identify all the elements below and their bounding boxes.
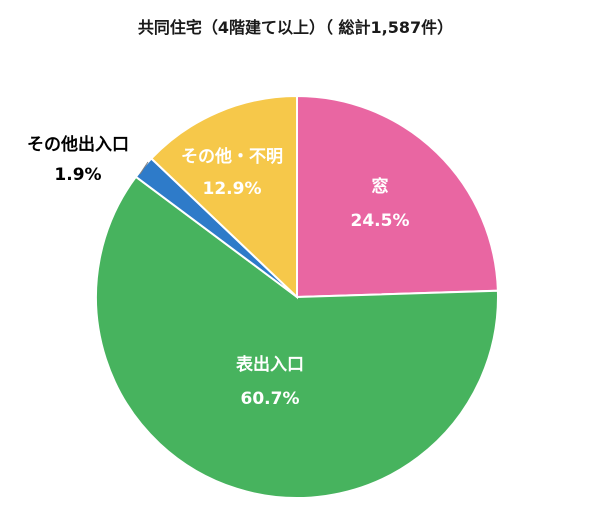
slice-percent-label: 12.9% [203,179,262,199]
pie-slice [95,175,499,499]
slice-percent-label: 60.7% [241,389,300,409]
chart-title: 共同住宅（4階建て以上）（ 総計1,587件） [137,18,454,37]
slice-name-label: その他・不明 [181,146,283,167]
slice-percent-label: 24.5% [351,211,410,231]
slice-name-label: 窓 [372,176,389,197]
pie-slice [296,94,499,299]
leader-line [139,161,149,175]
slice-name-label: その他出入口 [27,134,129,155]
slice-name-label: 表出入口 [236,354,304,375]
slice-percent-label: 1.9% [54,165,101,185]
pie-slice [149,94,298,300]
